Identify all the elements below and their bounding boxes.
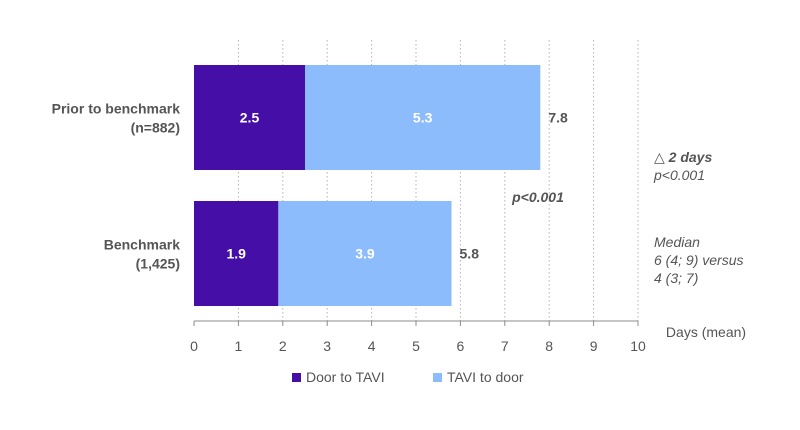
legend-swatch-tavi-to-door (433, 373, 442, 382)
legend-label: Door to TAVI (306, 369, 385, 385)
x-tick-label: 10 (630, 338, 646, 354)
median-line-3: 4 (3; 7) (654, 270, 698, 286)
x-axis-title: Days (mean) (666, 324, 746, 340)
category-label: Prior to benchmark (n=882) (52, 101, 181, 136)
median-line-2: 6 (4; 9) versus (654, 252, 743, 268)
x-tick-label: 6 (457, 338, 465, 354)
gridlines (237, 40, 639, 321)
x-tick-label: 7 (501, 338, 509, 354)
bar-value-label: 2.5 (240, 110, 260, 126)
bar-door-to-tavi (194, 201, 279, 306)
bar-value-label: 3.9 (355, 246, 375, 262)
x-tick-label: 8 (545, 338, 553, 354)
delta-p-annotation: p<0.001 (653, 167, 705, 183)
bar-tavi-to-door (278, 201, 452, 306)
bar-series: 2.5 5.3 7.8 1.9 3.9 5.8 (194, 65, 568, 306)
legend: Door to TAVI TAVI to door (292, 369, 524, 385)
p-value-annotation: p<0.001 (511, 189, 564, 205)
bar-tavi-to-door (305, 65, 541, 170)
x-tick-label: 3 (323, 338, 331, 354)
bar-door-to-tavi (194, 65, 305, 170)
delta-annotation: △ 2 days (654, 149, 712, 165)
category-labels: Prior to benchmark (n=882) Benchmark (1,425… (52, 101, 181, 272)
x-tick-label: 5 (412, 338, 420, 354)
x-tick-label: 4 (368, 338, 376, 354)
legend-swatch-door-to-tavi (292, 373, 301, 382)
x-axis: 0 1 2 3 4 5 6 7 8 9 10 (190, 320, 646, 354)
x-tick-label: 9 (590, 338, 598, 354)
bar-total-label: 7.8 (548, 110, 568, 126)
median-line-1: Median (654, 234, 700, 250)
legend-label: TAVI to door (447, 369, 524, 385)
bar-total-label: 5.8 (460, 246, 480, 262)
x-tick-label: 2 (279, 338, 287, 354)
x-tick-label: 0 (190, 338, 198, 354)
bar-value-label: 1.9 (226, 246, 246, 262)
x-tick-label: 1 (235, 338, 243, 354)
bar-value-label: 5.3 (413, 110, 433, 126)
category-label: Benchmark (1,425) (104, 237, 180, 272)
